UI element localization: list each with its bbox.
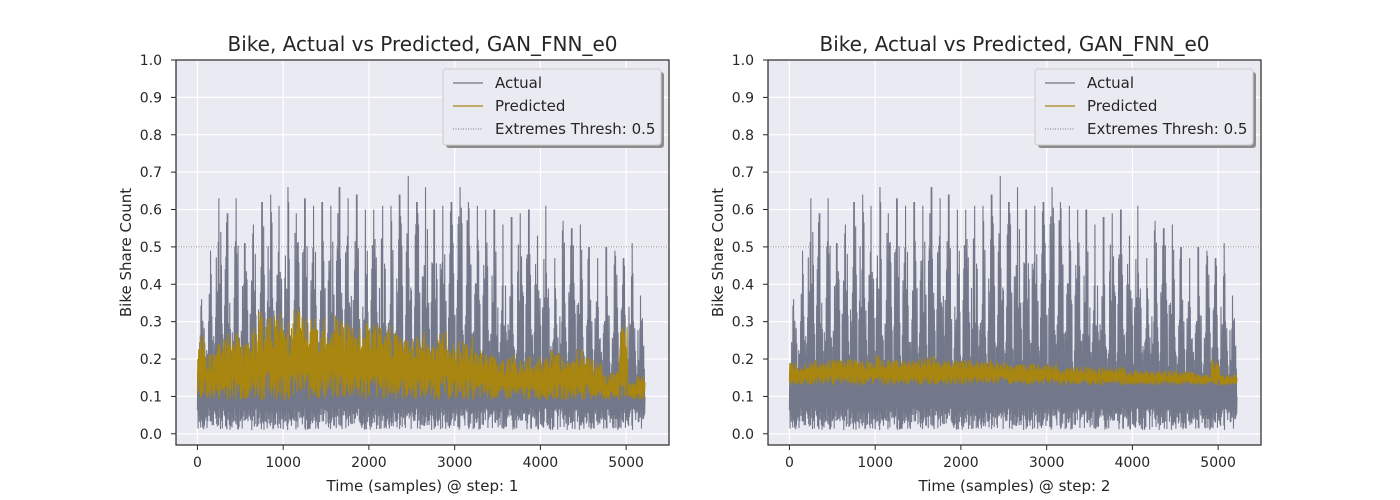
y-axis-label: Bike Share Count — [709, 188, 727, 317]
chart-title: Bike, Actual vs Predicted, GAN_FNN_e0 — [820, 32, 1210, 56]
legend-box — [1034, 68, 1254, 146]
y-tick-label: 0.5 — [732, 240, 754, 256]
series-area — [196, 175, 646, 431]
legend: Actual Predicted Extremes Thresh: 0.5 — [1034, 68, 1256, 148]
y-tick-label: 1.0 — [732, 53, 754, 69]
x-tick-label: 5000 — [1200, 455, 1236, 471]
predicted-series-line — [196, 309, 646, 401]
actual-series-line — [196, 175, 646, 431]
x-tick-label: 5000 — [608, 455, 644, 471]
y-axis-label: Bike Share Count — [117, 188, 135, 317]
x-tick-label: 0 — [193, 455, 202, 471]
legend-label-3: Extremes Thresh: 0.5 — [1087, 120, 1247, 138]
series-area — [788, 175, 1238, 431]
plot-frame — [175, 59, 670, 446]
legend-label-1: Actual — [1087, 74, 1134, 92]
legend-box — [442, 68, 662, 146]
y-tick-label: 0.8 — [732, 128, 754, 144]
y-tick-label: 0.0 — [140, 427, 162, 443]
x-tick-label: 1000 — [857, 455, 893, 471]
actual-series-line — [788, 175, 1238, 431]
x-tick-label: 2000 — [351, 455, 387, 471]
y-tick-label: 0.2 — [140, 352, 162, 368]
y-tick-label: 0.5 — [140, 240, 162, 256]
plot-frame — [767, 59, 1262, 446]
y-tick-label: 0.7 — [140, 165, 162, 181]
y-tick-label: 0.8 — [140, 128, 162, 144]
x-tick-label: 2000 — [943, 455, 979, 471]
predicted-series-line — [788, 355, 1238, 386]
y-tick-label: 0.3 — [732, 315, 754, 331]
legend-label-1: Actual — [495, 74, 542, 92]
y-tick-label: 0.9 — [732, 90, 754, 106]
y-tick-label: 0.1 — [140, 389, 162, 405]
y-tick-label: 0.6 — [140, 203, 162, 219]
y-tick-label: 1.0 — [140, 53, 162, 69]
x-axis-label: Time (samples) @ step: 2 — [918, 477, 1111, 495]
y-tick-label: 0.2 — [732, 352, 754, 368]
chart-title: Bike, Actual vs Predicted, GAN_FNN_e0 — [228, 32, 618, 56]
y-tick-label: 0.7 — [732, 165, 754, 181]
x-tick-label: 4000 — [523, 455, 559, 471]
y-tick-label: 0.4 — [140, 277, 162, 293]
y-tick-label: 0.3 — [140, 315, 162, 331]
legend-label-2: Predicted — [495, 97, 565, 115]
y-tick-label: 0.4 — [732, 277, 754, 293]
y-tick-label: 0.1 — [732, 389, 754, 405]
legend-label-3: Extremes Thresh: 0.5 — [495, 120, 655, 138]
x-tick-label: 0 — [785, 455, 794, 471]
y-tick-label: 0.0 — [732, 427, 754, 443]
y-tick-label: 0.9 — [140, 90, 162, 106]
x-tick-label: 1000 — [265, 455, 301, 471]
y-tick-label: 0.6 — [732, 203, 754, 219]
legend-label-2: Predicted — [1087, 97, 1157, 115]
chart-panel-2: 0 1000 2000 3000 4000 5000 0.0 0.1 0.2 0.3 0.4 0.5 0… — [709, 32, 1262, 495]
legend: Actual Predicted Extremes Thresh: 0.5 — [442, 68, 664, 148]
x-tick-label: 4000 — [1115, 455, 1151, 471]
x-tick-label: 3000 — [437, 455, 473, 471]
chart-panel-1: 0 1000 2000 3000 4000 5000 0.0 0.1 0.2 0.3 0.4 0.5 0… — [117, 32, 670, 495]
x-tick-label: 3000 — [1029, 455, 1065, 471]
x-axis-label: Time (samples) @ step: 1 — [326, 477, 519, 495]
